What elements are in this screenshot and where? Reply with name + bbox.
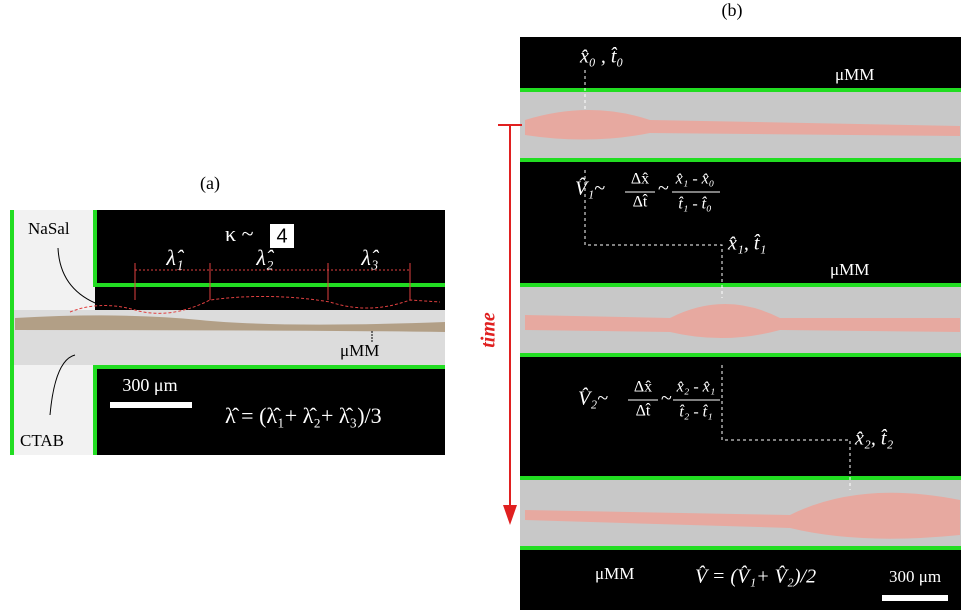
label: μMM bbox=[835, 65, 874, 84]
label: κ ~ bbox=[225, 221, 254, 246]
formula: V̂₁~ bbox=[575, 176, 605, 199]
formula: V̂₂~ bbox=[578, 386, 608, 409]
formula: t̂₂ - t̂₁ bbox=[679, 404, 712, 421]
scale-bar bbox=[110, 402, 192, 408]
value: 4 bbox=[276, 225, 287, 247]
formula: x̂₁ - x̂₀ bbox=[675, 171, 715, 188]
label: λ̂₁ bbox=[165, 245, 185, 270]
scale-label: 300 μm bbox=[889, 567, 941, 586]
formula: ~ bbox=[658, 178, 669, 200]
label: μMM bbox=[830, 260, 869, 279]
label: x̂₂, t̂₂ bbox=[854, 428, 893, 450]
formula: Δx̂ bbox=[631, 171, 649, 188]
scale-bar bbox=[882, 595, 948, 601]
panel-label: (a) bbox=[200, 173, 220, 194]
axis-label: time bbox=[478, 312, 500, 348]
formula: Δx̂ bbox=[634, 379, 652, 396]
figure: (a) NaSal CTAB κ ~ 4 λ̂₁ λ̂₂ λ̂₃ μMM 300… bbox=[0, 0, 961, 613]
label: μMM bbox=[340, 341, 379, 360]
label: CTAB bbox=[20, 431, 64, 450]
label: λ̂₃ bbox=[360, 245, 380, 270]
scale-label: 300 μm bbox=[122, 375, 177, 395]
formula: x̂₂ - x̂₁ bbox=[676, 379, 716, 396]
panel-label: (b) bbox=[722, 0, 743, 21]
formula: Δt̂ bbox=[636, 402, 651, 420]
label: λ̂₂ bbox=[255, 245, 275, 270]
formula: V̂ = (V̂₁+ V̂₂)/2 bbox=[695, 564, 816, 587]
label: x̂₁, t̂₁ bbox=[727, 233, 766, 255]
time-arrow bbox=[503, 505, 517, 525]
label: μMM bbox=[595, 564, 634, 583]
formula: Δt̂ bbox=[633, 193, 648, 211]
label: x̂₀ , t̂₀ bbox=[579, 46, 623, 68]
formula: t̂₁ - t̂₀ bbox=[678, 196, 711, 213]
formula: λ̂ = (λ̂₁+ λ̂₂+ λ̂₃)/3 bbox=[225, 403, 382, 428]
label: NaSal bbox=[28, 219, 70, 238]
formula: ~ bbox=[661, 388, 672, 410]
